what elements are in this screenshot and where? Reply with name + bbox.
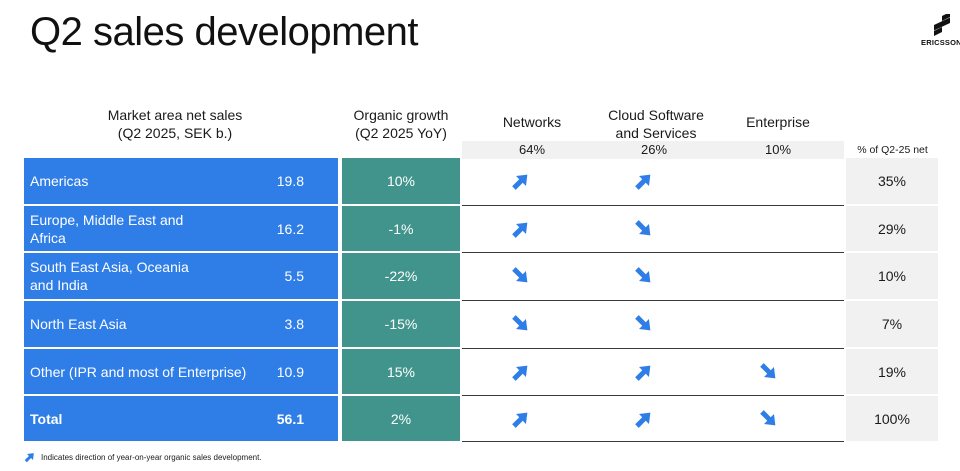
share-of-sales-value: 35% [846,158,938,204]
organic-growth-value: -1% [342,206,460,251]
cloud-header: Cloud Software and Services [608,107,704,141]
arrow-down-icon [635,219,651,235]
arrow-up-icon [512,174,528,190]
share-of-sales-value: 100% [846,396,938,441]
organic-growth-value: 10% [342,158,460,204]
net-sales-value: 56.1 [276,410,304,427]
share-of-sales-value: 7% [846,301,938,347]
region-name: Other (IPR and most of Enterprise) [30,363,247,380]
arrow-down-icon [635,267,651,283]
arrow-up-icon [635,174,651,190]
net-sales-value: 16.2 [276,220,304,237]
net-sales-value: 3.8 [284,316,304,332]
ericsson-logo-icon [934,14,950,36]
arrow-down-icon [760,409,776,425]
row-divider [462,205,844,206]
arrow-up-icon [512,365,528,381]
region-cell: South East Asia, Oceania and India 5.5 [24,253,338,299]
arrow-down-icon [512,267,528,283]
row-divider [462,300,844,301]
growth-header: Organic growth (Q2 2025 YoY) [353,107,449,141]
arrow-up-icon [635,412,651,428]
arrow-up-icon [512,222,528,238]
arrow-down-icon [512,315,528,331]
region-cell: Americas 19.8 [24,158,338,204]
row-divider [462,348,844,349]
page-title: Q2 sales development [30,10,419,54]
region-name: South East Asia, Oceania and India [30,259,189,293]
organic-growth-value: -15% [342,301,460,347]
net-sales-value: 10.9 [276,363,304,380]
region-name: Total [30,410,63,427]
share-of-sales-value: 19% [846,349,938,394]
segment-share-band [462,141,844,159]
region-cell: Total 56.1 [24,396,338,441]
arrow-down-icon [760,362,776,378]
row-divider [462,441,844,442]
region-cell: Other (IPR and most of Enterprise) 10.9 [24,349,338,394]
organic-growth-value: 15% [342,349,460,394]
row-divider [462,395,844,396]
footnote-text: Indicates direction of year-on-year orga… [41,452,262,462]
share-label: % of Q2-25 net sales [857,144,928,174]
net-sales-value: 19.8 [276,173,304,189]
region-cell: North East Asia 3.8 [24,301,338,347]
arrow-up-icon [24,453,34,463]
arrow-down-icon [635,315,651,331]
arrow-up-icon [512,412,528,428]
share-of-sales-value: 29% [846,206,938,251]
row-divider [462,252,844,253]
region-name: Europe, Middle East and Africa [30,211,184,246]
region-cell: Europe, Middle East and Africa 16.2 [24,206,338,251]
organic-growth-value: 2% [342,396,460,441]
cloud-share: 26% [640,142,668,157]
footnote: Indicates direction of year-on-year orga… [24,451,262,463]
market-header: Market area net sales (Q2 2025, SEK b.) [107,107,243,141]
networks-share: 64% [518,142,546,157]
enterprise-share: 10% [764,142,792,157]
networks-header: Networks [502,114,562,130]
region-name: North East Asia [30,316,127,332]
net-sales-value: 5.5 [284,268,304,284]
arrow-up-icon [635,365,651,381]
enterprise-header: Enterprise [746,114,810,130]
share-of-sales-value: 10% [846,253,938,299]
region-name: Americas [30,173,89,189]
logo-wordmark: ERICSSON [921,38,960,47]
organic-growth-value: -22% [342,253,460,299]
